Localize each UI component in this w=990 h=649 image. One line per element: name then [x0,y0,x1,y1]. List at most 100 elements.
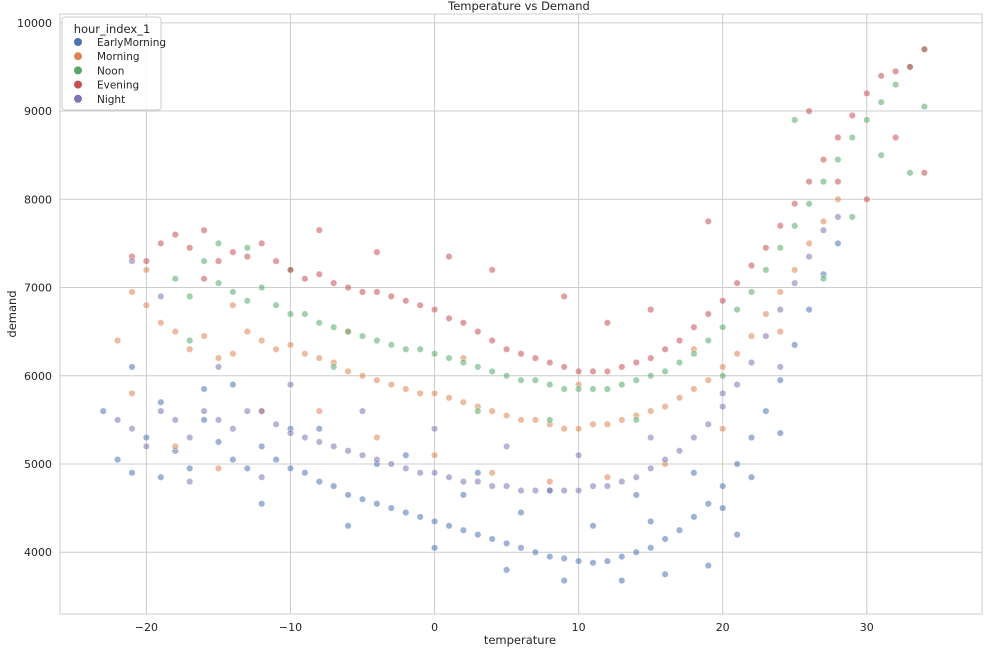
data-point [704,561,712,570]
data-point [661,345,669,353]
data-point [690,469,698,477]
data-point [747,332,756,340]
data-point [445,394,453,402]
data-point [733,460,741,468]
data-point [920,169,929,177]
data-point [747,288,756,296]
data-point [142,257,150,265]
data-point [805,178,813,186]
data-point [157,292,165,301]
data-point [690,513,698,521]
data-point [373,433,381,442]
x-axis-ticks: −20 −10 0 10 20 30 [135,621,874,634]
data-point [546,486,554,495]
data-point [474,328,482,336]
data-point [113,456,122,464]
data-point [675,394,684,402]
legend-label: Night [97,94,125,106]
x-axis-label: temperature [484,633,556,647]
data-point [373,336,381,345]
data-point [733,381,741,389]
data-point [272,420,280,428]
data-point [286,464,295,473]
data-point [186,464,194,473]
data-point [445,522,453,530]
data-point [229,248,237,256]
data-point [416,389,424,398]
y-tick-label: 6000 [24,370,52,383]
data-point [517,416,525,424]
data-point [243,464,251,473]
data-point [200,416,208,424]
data-point [142,433,150,442]
data-point [214,438,223,446]
data-point [200,275,208,283]
data-point [358,495,367,503]
data-point [474,469,482,477]
data-point [762,332,770,340]
data-point [258,473,266,481]
data-point [402,451,410,459]
data-point [560,554,568,563]
data-point [690,323,698,331]
data-point [142,301,150,309]
data-point [733,350,741,358]
data-point [848,133,856,142]
data-point [358,372,367,380]
data-point [387,460,395,468]
data-point [848,213,856,221]
data-point [142,266,150,274]
data-point [531,354,540,362]
data-point [258,336,266,345]
legend-label: Noon [97,65,124,77]
data-point [503,411,511,420]
data-point [762,310,770,318]
data-point [632,491,640,499]
data-point [776,222,784,230]
data-point [214,354,223,362]
data-point [805,239,813,247]
legend-marker [74,94,82,103]
data-point [560,486,568,495]
data-point [229,301,237,309]
data-point [618,381,626,389]
data-point [891,133,900,142]
data-point [503,442,511,451]
data-point [142,442,150,451]
legend-items: EarlyMorning Morning Noon Evening Night [74,37,166,106]
data-point [344,491,352,499]
data-point [776,306,784,314]
data-point [186,345,194,353]
y-axis-label: demand [5,290,19,337]
data-point [719,504,727,512]
data-point [373,248,381,256]
data-point [906,169,914,177]
data-point [301,275,309,283]
data-point [906,63,914,71]
data-point [445,473,453,481]
data-point [834,213,842,221]
data-point [402,385,410,393]
data-point [445,253,453,261]
data-point [603,385,612,393]
data-point [863,89,871,97]
data-points [99,45,929,585]
data-point [200,385,208,393]
data-point [488,407,496,415]
data-point [690,433,698,442]
data-point [243,297,251,305]
data-point [632,416,640,424]
data-point [286,381,295,389]
data-point [387,504,395,512]
data-point [877,98,885,106]
data-point [733,306,741,314]
data-point [258,442,266,451]
data-point [214,239,223,247]
data-point [315,407,323,415]
data-point [647,517,655,526]
data-point [459,478,468,486]
data-point [214,416,223,424]
data-point [459,398,468,406]
data-point [877,72,885,80]
data-point [574,367,583,376]
